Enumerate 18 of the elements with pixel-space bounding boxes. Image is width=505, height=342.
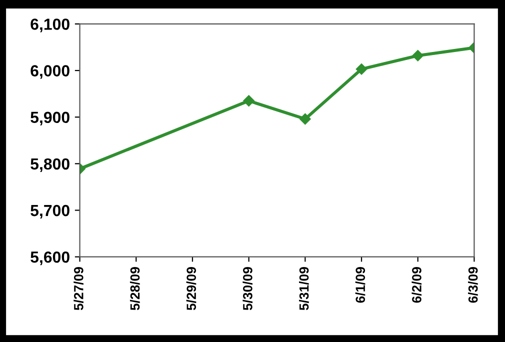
x-tick-label: 5/29/09: [186, 267, 196, 310]
y-tick-label: 5,700: [30, 204, 70, 219]
x-tick-label: 5/28/09: [130, 267, 140, 310]
y-tick-label: 5,600: [30, 251, 70, 266]
y-tick-label: 6,100: [30, 18, 70, 32]
x-tick-label: 6/3/09: [468, 267, 478, 303]
x-tick-label: 6/2/09: [412, 267, 422, 303]
point: [243, 95, 254, 106]
y-tick-label: 5,800: [30, 158, 70, 172]
point: [412, 50, 424, 62]
y-tick-label: 5,900: [30, 112, 70, 126]
point: [300, 113, 311, 125]
point: [356, 64, 368, 75]
x-tick-label: 5/27/09: [74, 267, 84, 310]
x-tick-label: 5/31/09: [299, 267, 309, 310]
x-tick-label: 5/30/09: [242, 267, 252, 310]
y-tick-label: 6,000: [30, 65, 70, 79]
x-tick-label: 6/1/09: [355, 267, 366, 303]
